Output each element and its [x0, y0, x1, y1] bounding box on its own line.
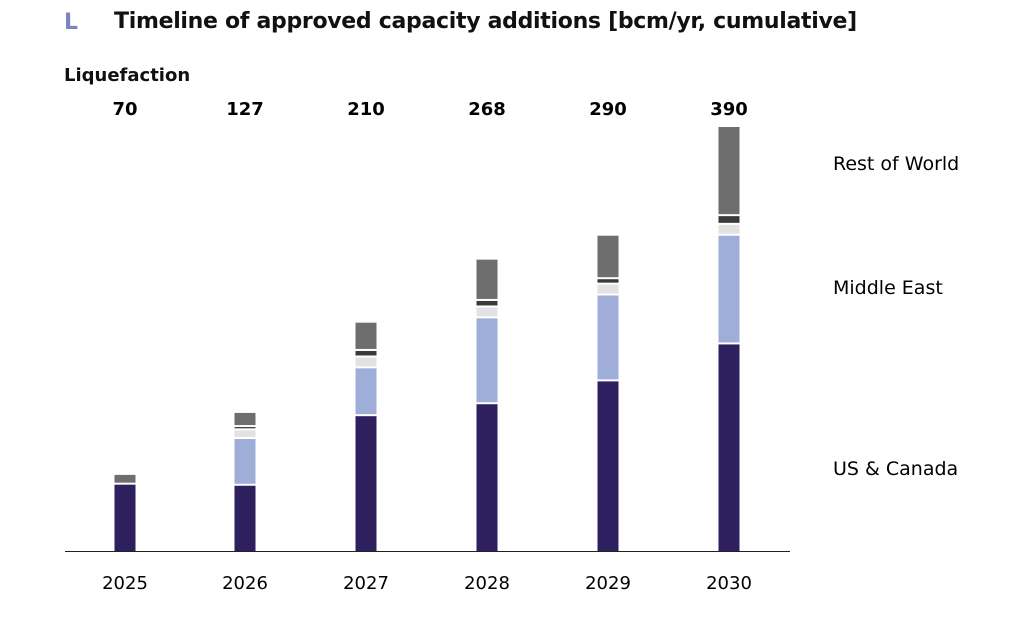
- panel-letter: L: [64, 10, 79, 35]
- bar-segment-middle-east-2030: [718, 235, 740, 343]
- bar-segment-rest-of-world-2028: [476, 259, 498, 299]
- legend-label-us-canada: US & Canada: [833, 458, 958, 480]
- bar-segment-other-2-2026: [234, 430, 256, 438]
- total-label-2029: 290: [589, 99, 627, 120]
- bar-segment-us-canada-2027: [355, 416, 377, 551]
- x-tick-label-2025: 2025: [102, 573, 148, 594]
- bar-segment-other-3-2027: [355, 350, 377, 356]
- bar-segment-rest-of-world-2025: [114, 474, 136, 483]
- bar-segment-other-3-2026: [234, 427, 256, 429]
- total-label-2027: 210: [347, 99, 385, 120]
- x-tick-label-2028: 2028: [464, 573, 510, 594]
- legend-label-middle-east: Middle East: [833, 277, 943, 299]
- chart-subtitle: Liquefaction: [64, 65, 191, 86]
- bar-segment-middle-east-2029: [597, 295, 619, 380]
- bar-segment-other-3-2029: [597, 279, 619, 283]
- bar-segment-us-canada-2025: [114, 484, 136, 551]
- bar-segment-us-canada-2026: [234, 485, 256, 551]
- bar-segment-rest-of-world-2029: [597, 235, 619, 278]
- total-label-2025: 70: [112, 99, 137, 120]
- x-tick-label-2029: 2029: [585, 573, 631, 594]
- bar-segment-us-canada-2030: [718, 344, 740, 551]
- bar-segment-middle-east-2028: [476, 318, 498, 403]
- bar-segment-rest-of-world-2027: [355, 322, 377, 349]
- bar-segment-other-2-2027: [355, 357, 377, 367]
- bar-segment-other-2-2030: [718, 224, 740, 234]
- x-tick-label-2030: 2030: [706, 573, 752, 594]
- bar-segment-other-2-2028: [476, 307, 498, 317]
- bar-segment-middle-east-2026: [234, 439, 256, 484]
- x-tick-label-2026: 2026: [222, 573, 268, 594]
- bar-segment-rest-of-world-2026: [234, 412, 256, 426]
- bar-segment-other-3-2028: [476, 300, 498, 306]
- bar-segment-other-2-2029: [597, 284, 619, 294]
- total-label-2028: 268: [468, 99, 506, 120]
- bar-segment-us-canada-2029: [597, 381, 619, 551]
- chart-title: Timeline of approved capacity additions …: [114, 9, 857, 34]
- bar-segment-other-3-2030: [718, 216, 740, 223]
- bar-segment-us-canada-2028: [476, 404, 498, 551]
- x-tick-label-2027: 2027: [343, 573, 389, 594]
- total-label-2026: 127: [226, 99, 264, 120]
- legend-label-rest-of-world: Rest of World: [833, 153, 959, 175]
- total-label-2030: 390: [710, 99, 748, 120]
- bar-segment-middle-east-2027: [355, 368, 377, 415]
- bar-segment-rest-of-world-2030: [718, 127, 740, 215]
